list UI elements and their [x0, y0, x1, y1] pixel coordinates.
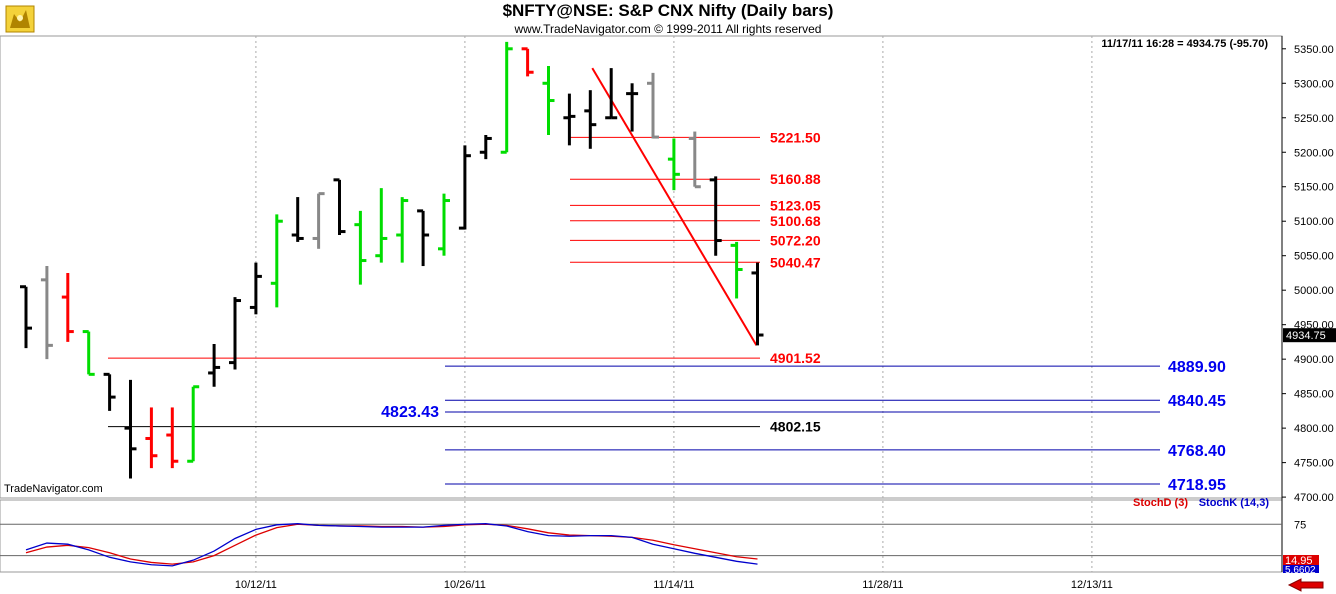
ohlc-bar [208, 343, 221, 387]
level-label: 5072.20 [770, 232, 821, 248]
y-tick-label: 4900.00 [1294, 354, 1334, 366]
x-tick-label: 10/12/11 [235, 579, 277, 591]
level-label: 4901.52 [770, 350, 821, 366]
ohlc-bar [40, 266, 53, 360]
ohlc-bar [103, 372, 116, 411]
quote-label: 11/17/11 16:28 = 4934.75 (-95.70) [1101, 38, 1268, 50]
ohlc-bar [521, 47, 534, 77]
ohlc-bar [333, 178, 346, 236]
ohlc-bar [667, 138, 680, 191]
trend-line [591, 67, 758, 346]
stochastic-tick-label: 75 [1294, 519, 1306, 531]
ohlc-bar [187, 385, 200, 463]
ohlc-bar [751, 262, 764, 346]
ohlc-bar [20, 285, 32, 349]
level-label: 5123.05 [770, 197, 821, 213]
level-label: 5040.47 [770, 254, 821, 270]
ohlc-bar [354, 210, 367, 285]
level-label: 5221.50 [770, 129, 821, 145]
y-tick-label: 5000.00 [1294, 285, 1334, 297]
ohlc-bar [291, 197, 304, 242]
y-tick-label: 5100.00 [1294, 216, 1334, 228]
target-label: 4718.95 [1168, 477, 1226, 494]
legend-stoch-k: StochK (14,3) [1199, 497, 1270, 509]
ohlc-bar [375, 188, 388, 263]
legend-stoch-d: StochD (3) [1133, 497, 1188, 509]
price-panel [0, 35, 1283, 499]
level-label: 5100.68 [770, 213, 821, 229]
scroll-left-arrow-icon[interactable] [1287, 578, 1327, 592]
ohlc-bar [82, 330, 95, 376]
last-price-box [1283, 328, 1336, 343]
ohlc-bar [458, 145, 471, 230]
level-label: 4802.15 [770, 419, 821, 435]
ohlc-bar [438, 193, 450, 256]
y-tick-label: 4850.00 [1294, 389, 1334, 401]
ohlc-bar [396, 197, 409, 263]
ohlc-bar [479, 135, 492, 160]
ohlc-bar [709, 176, 722, 256]
y-tick-label: 5300.00 [1294, 78, 1334, 90]
target-label: 4823.43 [381, 404, 439, 421]
ohlc-bar [626, 83, 639, 132]
ohlc-bar [249, 262, 262, 315]
y-tick-label: 4700.00 [1294, 492, 1334, 504]
ohlc-bar [647, 72, 659, 139]
ohlc-bar [563, 93, 576, 146]
ohlc-bar [270, 214, 283, 308]
target-label: 4840.45 [1168, 393, 1226, 410]
y-tick-label: 5250.00 [1294, 113, 1334, 125]
x-tick-label: 10/26/11 [444, 579, 486, 591]
x-tick-label: 11/14/11 [653, 579, 694, 591]
stoch-k-value: 5.6602 [1285, 565, 1316, 576]
y-tick-label: 5350.00 [1294, 44, 1334, 56]
target-label: 4768.40 [1168, 443, 1226, 460]
y-tick-label: 5150.00 [1294, 182, 1334, 194]
y-tick-label: 5200.00 [1294, 147, 1334, 159]
ohlc-bar [730, 241, 743, 299]
copyright-text: www.TradeNavigator.com © 1999-2011 All r… [514, 22, 822, 36]
ohlc-bar [166, 407, 179, 469]
y-tick-label: 4750.00 [1294, 458, 1334, 470]
ohlc-bar [61, 272, 74, 342]
stochastic-series-line [25, 523, 758, 567]
y-tick-label: 4800.00 [1294, 423, 1334, 435]
ohlc-bar [312, 192, 325, 249]
stoch-d-value: 14.95 [1285, 555, 1313, 567]
ohlc-bar [688, 131, 701, 189]
target-label: 4889.90 [1168, 359, 1226, 376]
ohlc-bar [229, 297, 241, 370]
stoch-k-value-box [1283, 565, 1319, 573]
stochastic-panel [0, 499, 1283, 573]
trade-navigator-logo-icon [5, 5, 35, 33]
ohlc-bar [500, 41, 513, 154]
ohlc-bar [417, 209, 430, 267]
y-tick-label: 5050.00 [1294, 251, 1334, 263]
ohlc-bar [145, 407, 158, 469]
chart-title: $NFTY@NSE: S&P CNX Nifty (Daily bars) [502, 1, 834, 20]
last-price-label: 4934.75 [1286, 330, 1326, 342]
level-label: 5160.88 [770, 171, 821, 187]
ohlc-bar [124, 379, 137, 479]
x-tick-label: 12/13/11 [1071, 579, 1113, 591]
x-tick-label: 11/28/11 [862, 579, 903, 591]
ohlc-bar [605, 68, 618, 120]
ohlc-bar [542, 66, 555, 136]
stoch-d-value-box [1283, 555, 1319, 566]
ohlc-bar [584, 90, 597, 149]
watermark-text: TradeNavigator.com [4, 483, 103, 495]
